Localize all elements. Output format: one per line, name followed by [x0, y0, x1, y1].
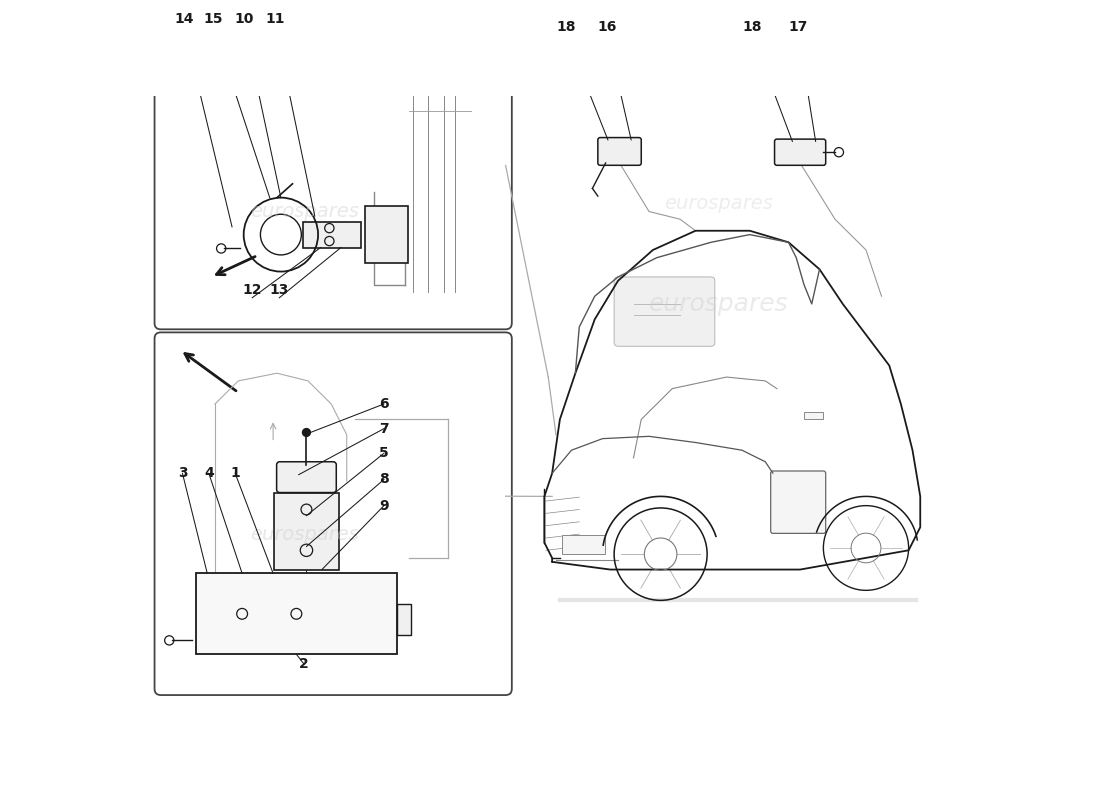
- FancyBboxPatch shape: [154, 0, 512, 330]
- Text: 5: 5: [379, 446, 388, 460]
- Bar: [365, 206, 408, 263]
- Text: 18: 18: [742, 20, 762, 34]
- Text: eurospares: eurospares: [649, 292, 789, 316]
- Text: 13: 13: [270, 283, 289, 297]
- Text: 15: 15: [204, 12, 223, 26]
- Bar: [804, 412, 824, 419]
- Bar: [562, 535, 605, 554]
- Bar: [196, 574, 397, 654]
- Text: 10: 10: [234, 12, 254, 26]
- Text: 2: 2: [299, 658, 309, 671]
- Text: eurospares: eurospares: [664, 194, 773, 214]
- Text: 11: 11: [266, 12, 285, 26]
- FancyBboxPatch shape: [774, 139, 826, 166]
- Text: 9: 9: [379, 498, 388, 513]
- Text: eurospares: eurospares: [250, 202, 359, 221]
- Text: 14: 14: [174, 12, 194, 26]
- Text: 18: 18: [557, 20, 575, 34]
- Text: 6: 6: [379, 397, 388, 411]
- Text: 4: 4: [204, 466, 213, 480]
- Circle shape: [301, 428, 311, 437]
- Text: 17: 17: [789, 20, 808, 34]
- Text: 7: 7: [379, 422, 388, 436]
- FancyBboxPatch shape: [154, 332, 512, 695]
- Text: eurospares: eurospares: [250, 526, 359, 545]
- Text: 1: 1: [230, 466, 240, 480]
- Text: 8: 8: [379, 473, 388, 486]
- FancyBboxPatch shape: [276, 462, 337, 493]
- FancyBboxPatch shape: [597, 138, 641, 166]
- Bar: [397, 604, 411, 635]
- FancyBboxPatch shape: [771, 471, 826, 534]
- Text: 12: 12: [242, 283, 262, 297]
- Bar: [304, 222, 361, 247]
- FancyBboxPatch shape: [614, 277, 715, 346]
- Text: 16: 16: [597, 20, 617, 34]
- Text: 3: 3: [177, 466, 187, 480]
- Bar: [274, 493, 340, 570]
